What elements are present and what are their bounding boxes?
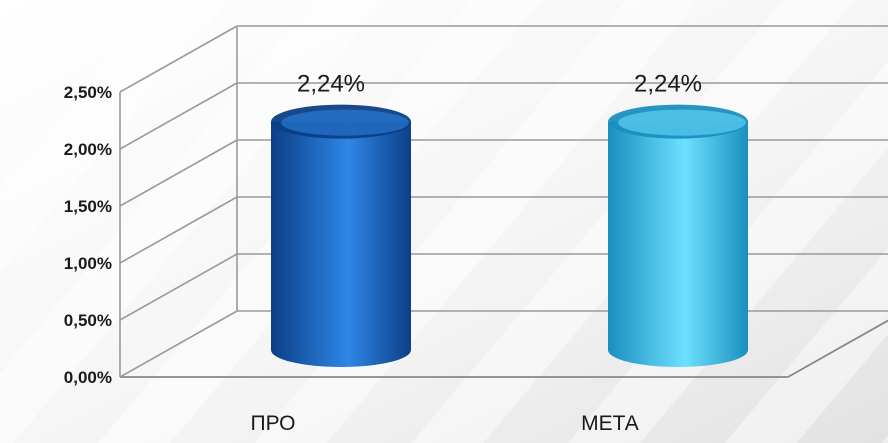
data-label: 2,24%	[634, 71, 702, 98]
y-tick-label: 2,00%	[64, 140, 112, 159]
y-tick-label: 2,50%	[64, 83, 112, 102]
axis-layer: 0,00% 0,50% 1,00% 1,50% 2,00% 2,50%	[64, 83, 112, 387]
side-gridline	[119, 139, 238, 207]
x-category-label: ПРО	[251, 412, 296, 435]
x-category-label: МЕТА	[581, 412, 639, 435]
cylinder-top-highlight	[618, 109, 746, 136]
label-layer: 2,24% ПРО 2,24% МЕТА	[251, 71, 703, 435]
y-tick-label: 0,50%	[64, 311, 112, 330]
cylinder-body	[271, 121, 411, 367]
bar-layer	[271, 104, 748, 367]
cylinder-top-highlight	[281, 109, 409, 136]
side-gridline	[119, 25, 238, 93]
side-gridline	[119, 253, 238, 321]
side-gridline	[119, 82, 238, 150]
y-tick-label: 1,00%	[64, 254, 112, 273]
cylinder-body	[608, 121, 748, 367]
y-tick-label: 0,00%	[64, 368, 112, 387]
side-gridline	[119, 310, 238, 378]
bar-1	[271, 104, 411, 367]
y-tick-label: 1,50%	[64, 197, 112, 216]
floor-right-edge	[787, 319, 888, 378]
data-label: 2,24%	[297, 71, 365, 98]
bar-2	[608, 104, 748, 367]
side-gridline	[119, 196, 238, 264]
